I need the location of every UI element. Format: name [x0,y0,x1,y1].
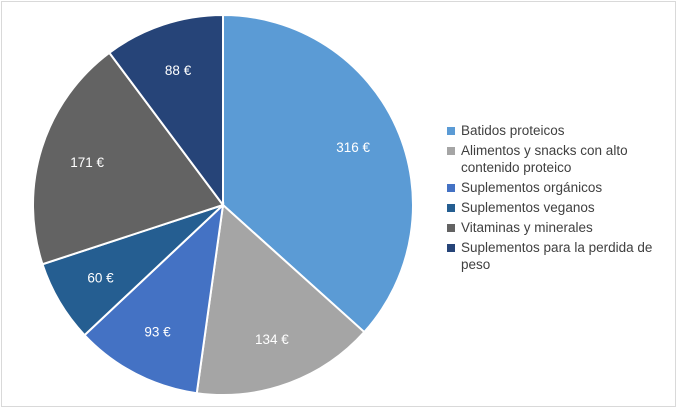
pie-chart: 316 € 134 € 93 € 60 € 171 € 88 € [32,13,414,396]
data-label: 60 € [87,271,114,286]
legend-label: Alimentos y snacks con alto contenido pr… [461,143,628,175]
legend-swatch [447,204,455,212]
data-label: 171 € [70,155,104,170]
legend-label: Batidos proteicos [461,123,565,138]
pie-slice [222,13,414,334]
legend-swatch [447,147,455,155]
data-label: 316 € [336,140,370,155]
pie-slice [83,202,225,395]
legend-label: Vitaminas y minerales [461,220,593,235]
pie-slice [32,51,225,266]
data-label: 134 € [255,332,289,347]
legend-item: Suplementos veganos [445,199,677,216]
legend-swatch [447,184,455,192]
legend-item: Suplementos orgánicos [445,179,677,196]
legend: Batidos proteicos Alimentos y snacks con … [445,122,677,276]
data-label: 88 € [165,63,192,78]
legend-item: Alimentos y snacks con alto contenido pr… [445,142,677,176]
legend-item: Vitaminas y minerales [445,219,677,236]
legend-swatch [447,244,455,252]
data-label: 93 € [144,325,171,340]
legend-swatch [447,127,455,135]
legend-item: Suplementos para la perdida de peso [445,239,677,273]
legend-swatch [447,224,455,232]
pie-slice [195,202,366,396]
legend-label: Suplementos orgánicos [461,180,603,195]
pie-slice [107,13,224,209]
legend-label: Suplementos veganos [461,200,595,215]
legend-item: Batidos proteicos [445,122,677,139]
legend-label: Suplementos para la perdida de peso [461,240,653,272]
